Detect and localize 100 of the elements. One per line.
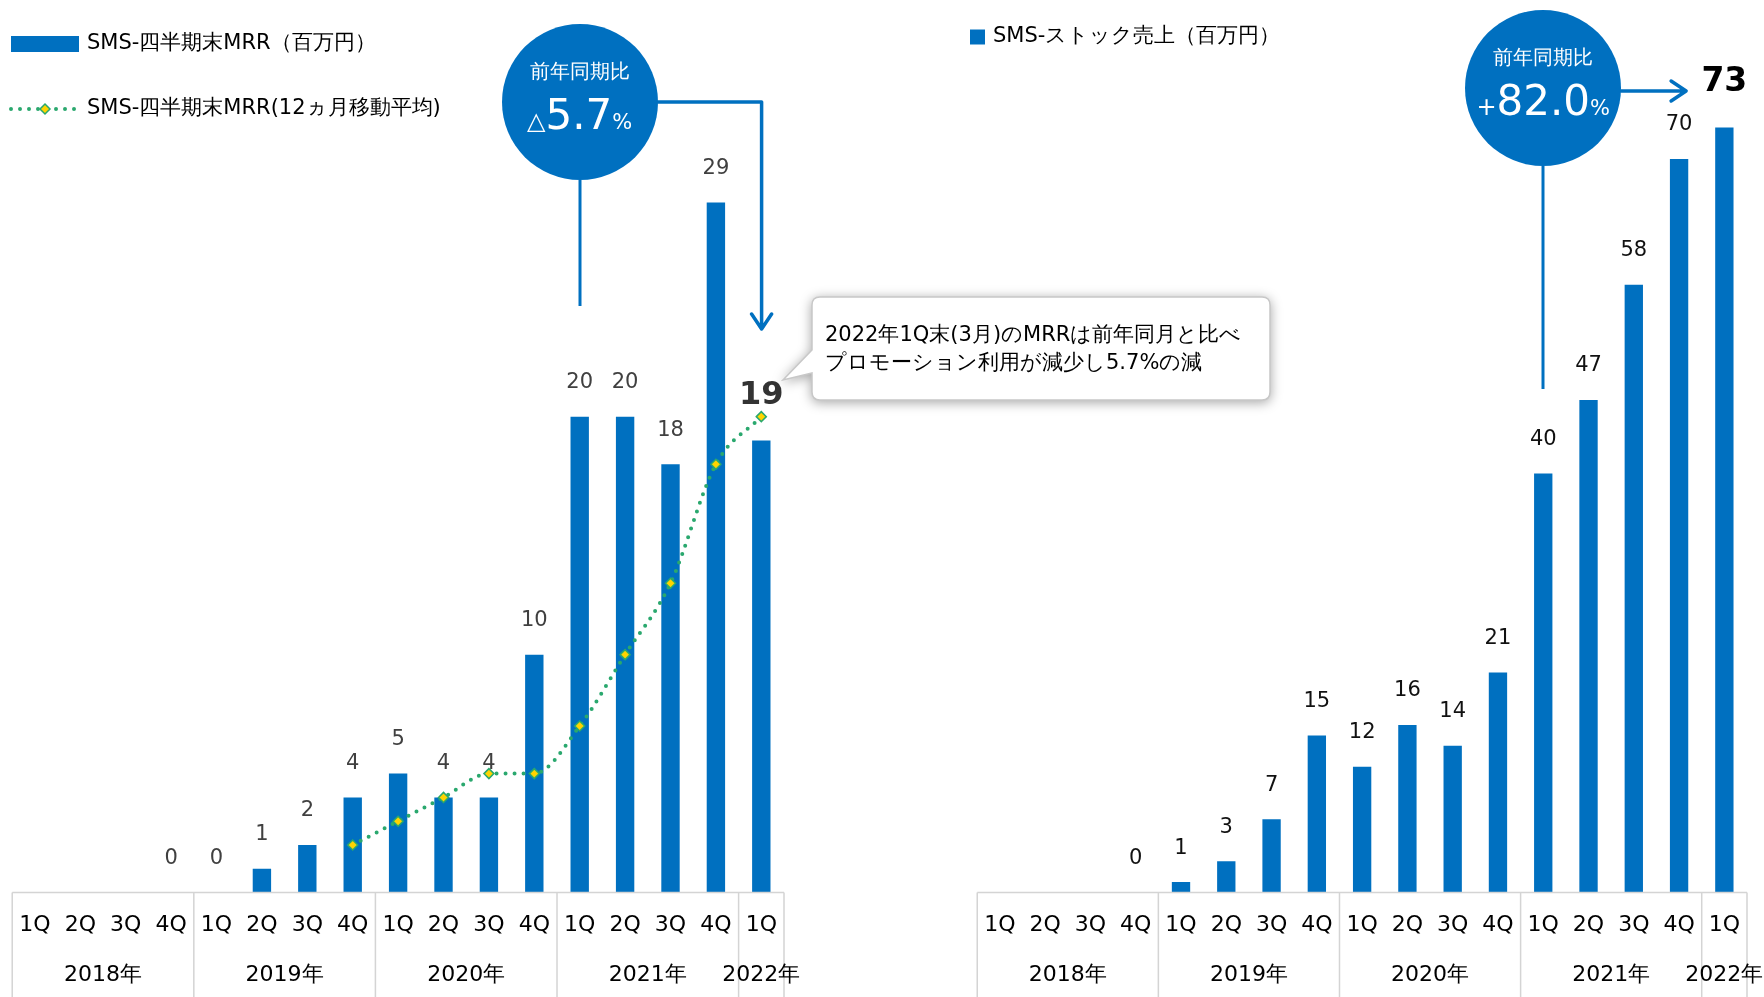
data-label: 0 <box>164 845 178 870</box>
bar <box>479 797 499 893</box>
x-tick-label: 4Q <box>155 910 187 936</box>
bar <box>1171 882 1191 893</box>
x-tick-label: 3Q <box>1437 910 1469 936</box>
data-label: 4 <box>436 749 451 774</box>
data-label: 14 <box>1439 698 1467 723</box>
bar <box>1262 819 1281 893</box>
data-label: 0 <box>1129 845 1143 870</box>
x-tick-label: 3Q <box>654 910 687 936</box>
legend-label: SMS-四半期末MRR（百万円） <box>87 30 376 55</box>
text: 2020年 <box>427 961 506 987</box>
text: 2020年 <box>1391 961 1470 987</box>
x-tick-label: 2Q <box>1391 910 1424 936</box>
point <box>392 815 404 827</box>
data-label: 58 <box>1620 237 1648 262</box>
text: 2021年 <box>608 961 687 987</box>
data-label: 29 <box>702 154 730 179</box>
bar <box>298 845 317 893</box>
x-tick-label: 1Q <box>1527 910 1559 936</box>
x-tick-label: 3Q <box>473 910 505 936</box>
data-label: 7 <box>1264 771 1279 796</box>
x-tick-label: 1Q <box>564 910 596 936</box>
bar <box>1715 127 1734 893</box>
x-tick-label: 2Q <box>1029 910 1061 936</box>
bar <box>752 440 771 893</box>
x-tick-label: 1Q <box>19 910 51 936</box>
text: +82.0% <box>1476 76 1611 125</box>
data-label: 0 <box>209 845 224 870</box>
data-label: 73 <box>1701 60 1748 100</box>
bar <box>615 416 635 893</box>
x-tick-label: 3Q <box>110 910 142 936</box>
text: 2018年 <box>64 961 143 987</box>
text: 2018年 <box>1028 961 1107 987</box>
text: 2022年 <box>1685 961 1764 987</box>
point <box>619 648 631 661</box>
bar <box>661 464 680 893</box>
data-label: 47 <box>1575 352 1602 377</box>
bar <box>1488 672 1508 893</box>
bar <box>1669 158 1689 893</box>
text: 2019年 <box>1209 961 1288 987</box>
x-tick-label: 1Q <box>1346 910 1378 936</box>
point <box>755 410 768 423</box>
bar <box>1217 861 1236 893</box>
text: 2022年 <box>722 961 801 987</box>
bar <box>525 654 544 893</box>
bar <box>1624 284 1643 893</box>
x-tick-label: 3Q <box>1074 910 1107 936</box>
bar <box>1534 473 1553 893</box>
x-tick-label: 4Q <box>1301 910 1333 936</box>
data-label: 19 <box>739 373 784 412</box>
data-label: 16 <box>1394 677 1421 702</box>
text: 2021年 <box>1572 961 1651 987</box>
bar <box>1398 724 1417 893</box>
data-label: 21 <box>1484 624 1512 649</box>
data-label: 12 <box>1348 719 1376 744</box>
point <box>664 577 677 589</box>
data-label: 20 <box>566 369 594 394</box>
x-tick-label: 1Q <box>984 910 1016 936</box>
x-tick-label: 4Q <box>1663 910 1695 936</box>
x-tick-label: 1Q <box>1708 910 1741 936</box>
x-tick-label: 4Q <box>700 910 732 936</box>
bar <box>706 202 726 893</box>
x-tick-label: 3Q <box>1255 910 1288 936</box>
x-tick-label: 2Q <box>246 910 278 936</box>
data-label: 10 <box>520 607 548 632</box>
point <box>528 767 541 780</box>
text: △5.7% <box>527 90 633 139</box>
x-tick-label: 2Q <box>427 910 460 936</box>
bar <box>388 773 408 893</box>
legend-label: SMS-四半期末MRR(12ヵ月移動平均) <box>87 95 441 120</box>
x-tick-label: 4Q <box>518 910 550 936</box>
bar <box>1579 400 1598 893</box>
x-tick-label: 4Q <box>1482 910 1514 936</box>
data-label: 5 <box>391 726 405 751</box>
x-tick-label: 1Q <box>382 910 414 936</box>
data-label: 20 <box>611 369 639 394</box>
x-tick-label: 1Q <box>1165 910 1197 936</box>
point <box>710 458 722 470</box>
data-label: 1 <box>255 821 269 846</box>
bar <box>343 797 362 893</box>
bar <box>434 797 453 893</box>
bar <box>1352 766 1372 893</box>
data-label: 40 <box>1529 425 1557 450</box>
x-tick-label: 3Q <box>291 910 323 936</box>
legend-label: SMS-ストック売上（百万円） <box>993 23 1281 48</box>
text: 前年同期比 <box>528 58 631 84</box>
data-label: 70 <box>1665 111 1693 136</box>
data-label: 15 <box>1303 687 1331 712</box>
x-tick-label: 3Q <box>1618 910 1650 936</box>
bar <box>1307 735 1327 893</box>
text: 2019年 <box>245 961 324 987</box>
data-label: 18 <box>657 416 684 441</box>
bar <box>570 416 589 893</box>
bar <box>1443 745 1462 893</box>
x-tick-label: 1Q <box>200 910 233 936</box>
point <box>573 720 586 732</box>
text: 前年同期比 <box>1492 44 1595 70</box>
point <box>437 791 450 804</box>
x-tick-label: 2Q <box>64 910 96 936</box>
